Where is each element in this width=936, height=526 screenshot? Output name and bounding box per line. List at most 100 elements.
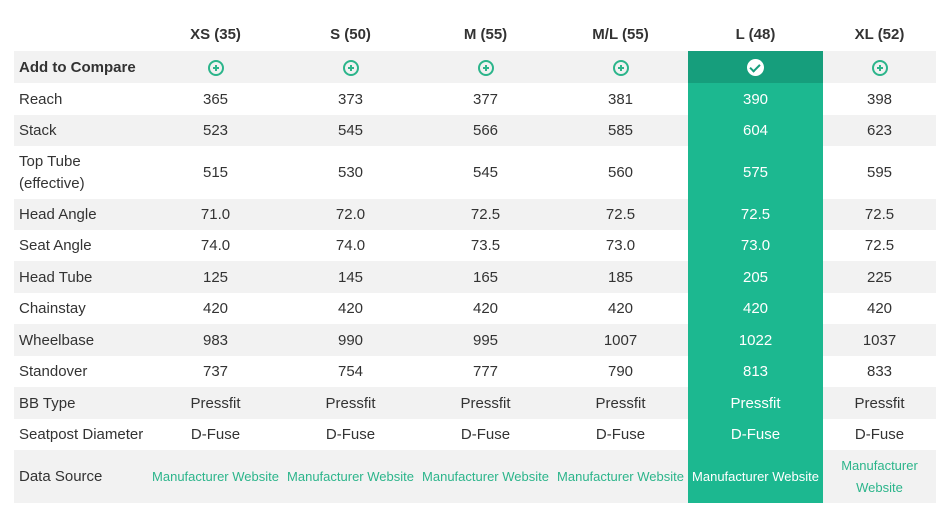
value-cell: 585 — [553, 115, 688, 146]
geometry-row: Seat Angle 74.0 74.0 73.5 73.0 73.0 72.5 — [14, 230, 936, 261]
size-header: XS (35) — [190, 26, 241, 43]
data-source-cell: Manufacturer Website — [148, 450, 283, 503]
value-cell: 530 — [337, 164, 364, 181]
value-cell: D-Fuse — [460, 426, 511, 443]
header-blank — [14, 18, 148, 51]
geometry-row: BB Type Pressfit Pressfit Pressfit Pressfit P… — [14, 387, 936, 419]
value-cell: Pressfit — [418, 387, 553, 419]
row-label: Stack — [14, 115, 148, 146]
value-cell: 420 — [337, 300, 364, 317]
value-cell: 72.5 — [823, 199, 936, 230]
value-cell: 373 — [337, 90, 364, 108]
value-cell: 420 — [472, 300, 499, 317]
value-cell: 125 — [148, 261, 283, 293]
value-cell: Pressfit — [553, 387, 688, 419]
value-cell-selected: Pressfit — [688, 387, 823, 419]
add-to-compare-icon[interactable] — [871, 59, 888, 76]
manufacturer-website-link[interactable]: Manufacturer Website — [152, 468, 279, 484]
manufacturer-website-link[interactable]: Manufacturer Website — [841, 457, 918, 495]
data-source-cell: Manufacturer Website — [418, 450, 553, 503]
value-cell: 225 — [823, 261, 936, 293]
value-cell: 420 — [202, 300, 229, 317]
value-cell: 71.0 — [148, 199, 283, 230]
compare-cell-selected — [688, 51, 823, 83]
row-label: Chainstay — [19, 300, 86, 317]
value-cell: D-Fuse — [595, 426, 646, 443]
size-header: M/L (55) — [592, 26, 649, 43]
value-cell-selected: D-Fuse — [688, 419, 823, 450]
value-cell: 73.0 — [605, 237, 636, 254]
geometry-row: Reach 365 373 377 381 390 398 — [14, 83, 936, 115]
add-to-compare-icon[interactable] — [207, 59, 224, 76]
value-cell: 983 — [148, 324, 283, 356]
size-header: XL (52) — [854, 26, 905, 43]
value-cell: 990 — [283, 324, 418, 356]
row-label: Head Tube — [14, 261, 148, 293]
value-cell-selected: 390 — [688, 83, 823, 115]
geometry-row: Head Angle 71.0 72.0 72.5 72.5 72.5 72.5 — [14, 199, 936, 230]
geometry-row: Seatpost Diameter D-Fuse D-Fuse D-Fuse D-Fus… — [14, 419, 936, 450]
value-cell: 72.5 — [864, 237, 895, 254]
row-label: Wheelbase — [14, 324, 148, 356]
value-cell: 165 — [418, 261, 553, 293]
compare-label: Add to Compare — [14, 51, 148, 83]
compare-cell — [418, 51, 553, 83]
value-cell: D-Fuse — [854, 426, 905, 443]
data-source-cell: Manufacturer Website — [283, 450, 418, 503]
value-cell: 74.0 — [200, 237, 231, 254]
value-cell-selected: 420 — [688, 293, 823, 324]
size-header-row: XS (35) S (50) M (55) M/L (55) L (48) XL… — [14, 18, 936, 51]
data-source-cell: Manufacturer Website — [823, 450, 936, 503]
size-header: S (50) — [330, 26, 371, 43]
value-cell: 365 — [202, 90, 229, 108]
value-cell: 995 — [418, 324, 553, 356]
row-label: Reach — [19, 90, 63, 108]
geometry-rows: Reach 365 373 377 381 390 398 Stack 523 545 566 585… — [14, 83, 936, 450]
add-to-compare-icon[interactable] — [612, 59, 629, 76]
value-cell: 545 — [472, 164, 499, 181]
compare-cell — [823, 51, 936, 83]
manufacturer-website-link[interactable]: Manufacturer Website — [422, 468, 549, 484]
value-cell: 566 — [418, 115, 553, 146]
value-cell: Pressfit — [148, 387, 283, 419]
value-cell-selected: 604 — [688, 115, 823, 146]
value-cell: 523 — [148, 115, 283, 146]
value-cell: 790 — [607, 363, 634, 380]
value-cell: D-Fuse — [325, 426, 376, 443]
add-to-compare-icon[interactable] — [477, 59, 494, 76]
geometry-row: Standover 737 754 777 790 813 833 — [14, 356, 936, 387]
value-cell-selected: 813 — [688, 356, 823, 387]
value-cell: 833 — [866, 363, 893, 380]
value-cell: 777 — [472, 363, 499, 380]
value-cell: 72.5 — [553, 199, 688, 230]
value-cell: 623 — [823, 115, 936, 146]
value-cell: 515 — [202, 164, 229, 181]
value-cell-selected: 575 — [688, 146, 823, 199]
compare-row: Add to Compare — [14, 51, 936, 83]
geometry-table: XS (35) S (50) M (55) M/L (55) L (48) XL… — [14, 18, 936, 503]
add-to-compare-icon[interactable] — [342, 59, 359, 76]
value-cell: 737 — [202, 363, 229, 380]
value-cell: 73.5 — [470, 237, 501, 254]
manufacturer-website-link[interactable]: Manufacturer Website — [692, 468, 819, 484]
value-cell: 420 — [866, 300, 893, 317]
row-label: Head Angle — [14, 199, 148, 230]
manufacturer-website-link[interactable]: Manufacturer Website — [287, 468, 414, 484]
checkmark-icon[interactable] — [747, 58, 764, 76]
row-label: Seat Angle — [19, 237, 92, 254]
value-cell: 754 — [337, 363, 364, 380]
value-cell: 185 — [553, 261, 688, 293]
data-source-cell-selected: Manufacturer Website — [688, 450, 823, 503]
value-cell: 420 — [607, 300, 634, 317]
value-cell-selected: 72.5 — [688, 199, 823, 230]
value-cell: 560 — [607, 164, 634, 181]
value-cell-selected: 205 — [688, 261, 823, 293]
value-cell-selected: 73.0 — [688, 230, 823, 261]
manufacturer-website-link[interactable]: Manufacturer Website — [557, 468, 684, 484]
value-cell: 74.0 — [335, 237, 366, 254]
geometry-row: Chainstay 420 420 420 420 420 420 — [14, 293, 936, 324]
size-header: M (55) — [463, 26, 508, 43]
geometry-row: Wheelbase 983 990 995 1007 1022 1037 — [14, 324, 936, 356]
value-cell: Pressfit — [283, 387, 418, 419]
value-cell: 1037 — [823, 324, 936, 356]
